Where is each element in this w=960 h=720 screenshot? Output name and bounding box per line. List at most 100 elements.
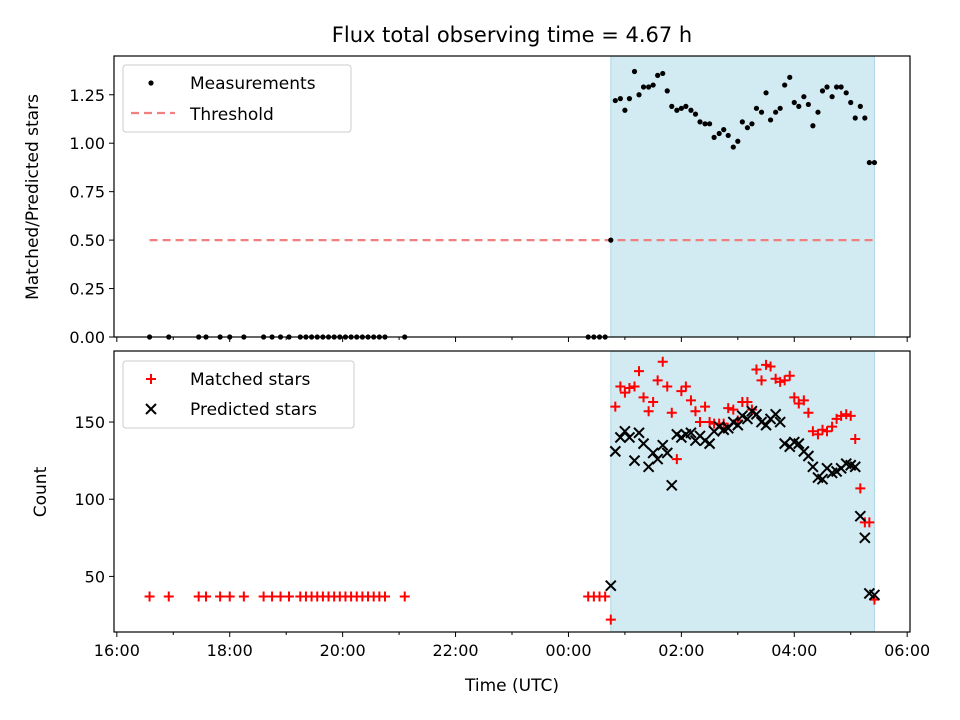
predicted-star-point: [633, 427, 645, 439]
predicted-star-point: [637, 437, 650, 450]
predicted-star-point: [605, 579, 617, 592]
matched-star-point: [765, 361, 776, 372]
measurement-point: [773, 109, 779, 115]
x-axis-label: Time (UTC): [464, 676, 559, 696]
matched-star-point: [807, 426, 818, 437]
matched-star-point: [822, 426, 833, 437]
y-tick-label: 1.25: [69, 86, 105, 105]
matched-star-point: [163, 591, 174, 602]
measurement-point: [801, 94, 807, 100]
measurement-point: [692, 111, 699, 117]
x-tick-label: 00:00: [545, 641, 591, 660]
measurement-point: [650, 82, 656, 88]
x-tick-label: 04:00: [771, 641, 817, 660]
top-x-ticks: [116, 337, 908, 342]
measurement-point: [848, 99, 854, 106]
predicted-star-point: [760, 419, 772, 431]
measurement-point: [631, 68, 638, 75]
matched-star-point: [666, 407, 677, 418]
measurement-point: [815, 109, 821, 115]
bottom-panel: 50 100 150 16:00 18:00 20:00 22:00 00:00 02:00 0…: [31, 350, 930, 696]
measurement-point: [862, 115, 868, 121]
predicted-star-point: [657, 439, 669, 451]
bottom-legend: Matched stars Predicted stars: [122, 360, 355, 429]
predicted-star-point: [703, 437, 716, 450]
measurement-point: [646, 84, 652, 90]
predicted-star-point: [793, 437, 805, 450]
matched-star-point: [676, 386, 687, 397]
measurement-point: [782, 82, 788, 88]
predicted-star-point: [736, 410, 749, 422]
matched-star-point: [600, 591, 611, 602]
matched-star-point: [201, 591, 212, 602]
matched-star-point: [638, 392, 649, 403]
matched-star-point: [379, 591, 390, 602]
measurement-point: [767, 117, 774, 123]
shaded-span: [610, 351, 875, 632]
predicted-star-point: [609, 445, 622, 458]
measurement-point: [612, 97, 618, 104]
matched-stars-points: [144, 356, 880, 625]
matched-star-point: [258, 591, 269, 602]
matched-star-point: [789, 392, 800, 403]
matched-star-point: [648, 396, 659, 407]
bottom-legend-box: [122, 360, 355, 429]
x-tick-label: 06:00: [884, 641, 930, 660]
matched-star-point: [267, 591, 278, 602]
matched-star-point: [827, 421, 838, 432]
predicted-star-point: [732, 419, 744, 431]
matched-star-point: [784, 370, 795, 381]
matched-star-point: [845, 410, 856, 421]
matched-star-point: [850, 434, 861, 445]
matched-star-point: [700, 401, 711, 412]
measurement-point: [617, 96, 623, 102]
legend-predicted-marker: [145, 403, 157, 415]
legend-matched-marker: [146, 374, 156, 384]
measurement-point: [721, 127, 727, 133]
predicted-star-point: [685, 427, 697, 439]
measurement-point: [655, 72, 661, 78]
matched-star-point: [775, 376, 786, 387]
matched-star-point: [855, 483, 866, 494]
matched-star-point: [728, 404, 739, 415]
measurement-point: [843, 90, 849, 96]
predicted-star-point: [807, 461, 819, 473]
measurement-point: [819, 88, 826, 94]
matched-star-point: [662, 381, 673, 392]
top-legend-box: [122, 64, 352, 133]
measurement-point: [749, 121, 755, 127]
legend-predicted-label: Predicted stars: [190, 400, 317, 420]
top-y-axis-label: Matched/Predicted stars: [23, 94, 43, 300]
predicted-star-point: [623, 431, 636, 444]
predicted-star-point: [750, 408, 763, 421]
measurement-point: [777, 105, 783, 111]
measurement-point: [716, 130, 722, 137]
measurement-point: [669, 103, 675, 109]
measurement-point: [674, 107, 680, 113]
matched-star-point: [629, 381, 640, 392]
matched-star-point: [841, 409, 852, 420]
measurement-point: [871, 159, 878, 166]
matched-star-point: [803, 407, 814, 418]
matched-star-point: [836, 410, 847, 421]
predicted-star-point: [666, 479, 678, 492]
matched-star-point: [690, 406, 701, 417]
matched-star-point: [643, 406, 654, 417]
matched-star-point: [756, 375, 767, 386]
measurement-point: [753, 105, 760, 111]
measurement-point: [838, 84, 844, 90]
measurement-point: [711, 134, 717, 140]
measurement-point: [739, 119, 745, 125]
matched-star-point: [742, 396, 753, 407]
measurement-point: [626, 96, 633, 102]
predicted-star-point: [802, 450, 815, 462]
matched-star-point: [685, 395, 696, 406]
measurement-point: [787, 74, 793, 80]
predicted-star-point: [619, 425, 631, 437]
measurement-point: [660, 70, 666, 77]
matched-star-point: [723, 403, 734, 414]
measurement-point: [852, 115, 858, 121]
measurement-point: [810, 123, 816, 129]
y-tick-label: 50: [85, 567, 105, 586]
predicted-star-point: [774, 416, 786, 428]
